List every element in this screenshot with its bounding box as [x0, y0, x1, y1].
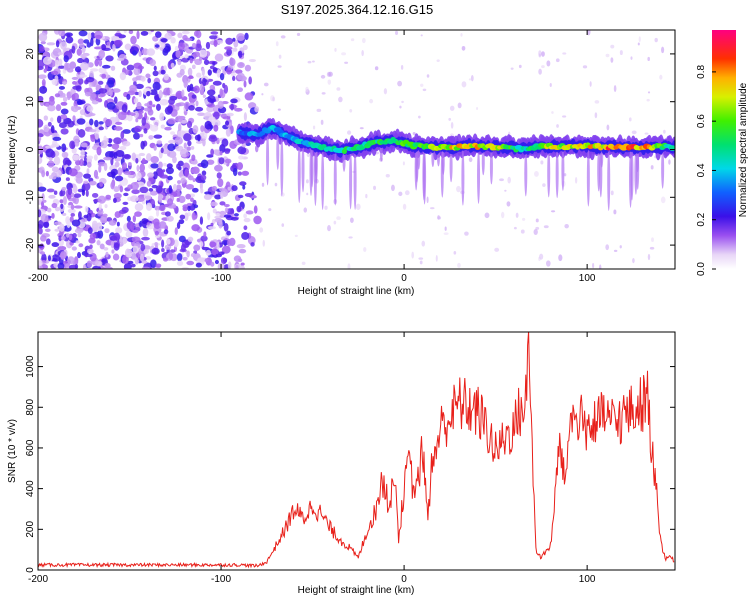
colorbar-tick-label: 0.4 [696, 163, 707, 177]
y-tick-label: 0 [25, 567, 36, 573]
y-tick-label: 1000 [25, 355, 36, 378]
y-tick-label: 800 [25, 398, 36, 415]
x-tick-label: 0 [401, 574, 407, 585]
colorbar-gradient [712, 30, 736, 269]
frequency-ridge [236, 118, 675, 211]
snr-series-line [38, 332, 675, 569]
colorbar-label: Normalized spectral amplitude [738, 82, 749, 217]
x-tick-label: 100 [579, 574, 596, 585]
colorbar-tick-label: 0.2 [696, 212, 707, 226]
y-tick-label: 400 [25, 480, 36, 497]
snr-y-label: SNR (10 * v/v) [7, 419, 18, 483]
spectrogram-y-axis: -20 -10 0 10 20 [25, 48, 675, 252]
colorbar-tick-label: 0.8 [696, 64, 707, 78]
x-tick-label: -200 [28, 273, 48, 284]
x-tick-label: -100 [211, 574, 231, 585]
snr-plot-frame [37, 331, 676, 571]
y-tick-label: 20 [25, 48, 36, 60]
colorbar-tick-label: 0.0 [696, 262, 707, 276]
snr-x-label: Height of straight line (km) [298, 585, 415, 596]
colorbar-ticks: 0.0 0.2 0.4 0.6 0.8 [696, 64, 716, 276]
y-tick-label: -20 [25, 237, 36, 252]
y-tick-label: 0 [25, 146, 36, 152]
snr-y-axis: 0 200 400 600 800 1000 [25, 355, 675, 573]
x-tick-label: 100 [579, 273, 596, 284]
x-tick-label: -200 [28, 574, 48, 585]
x-tick-label: 0 [401, 273, 407, 284]
colorbar-tick-label: 0.6 [696, 114, 707, 128]
x-tick-label: -100 [211, 273, 231, 284]
y-tick-label: 600 [25, 439, 36, 456]
y-tick-label: 200 [25, 521, 36, 538]
colorbar: 0.0 0.2 0.4 0.6 0.8 Normalized spectral ampl… [696, 30, 749, 276]
figure-title: S197.2025.364.12.16.G15 [281, 2, 434, 17]
y-tick-label: 10 [25, 96, 36, 108]
spectrogram-y-label: Frequency (Hz) [7, 116, 18, 185]
snr-x-axis: -200 -100 0 100 [28, 332, 596, 585]
spectrogram-x-label: Height of straight line (km) [298, 286, 415, 297]
snr-panel: -200 -100 0 100 0 200 400 600 800 1000 Height of… [7, 331, 676, 596]
spectrogram-x-axis: -200 -100 0 100 [28, 30, 596, 284]
noise-speckle [38, 30, 671, 269]
y-tick-label: -10 [25, 190, 36, 205]
